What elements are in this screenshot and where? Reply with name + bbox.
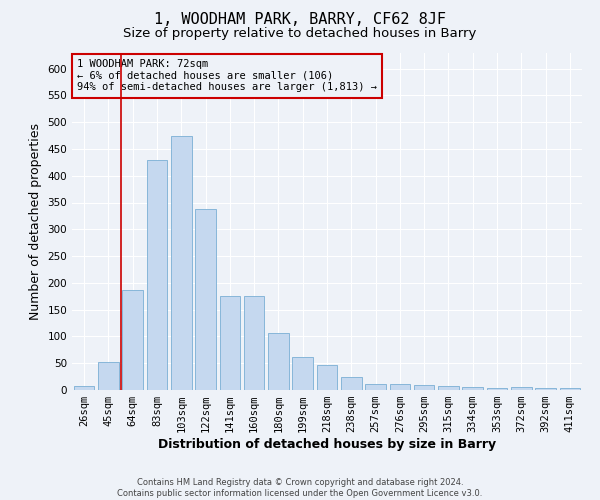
- Bar: [74, 386, 94, 390]
- Bar: [365, 384, 386, 390]
- Bar: [487, 388, 508, 390]
- Bar: [389, 384, 410, 390]
- Bar: [244, 296, 265, 390]
- Y-axis label: Number of detached properties: Number of detached properties: [29, 122, 42, 320]
- Text: 1, WOODHAM PARK, BARRY, CF62 8JF: 1, WOODHAM PARK, BARRY, CF62 8JF: [154, 12, 446, 28]
- Bar: [341, 376, 362, 390]
- Bar: [511, 388, 532, 390]
- Bar: [560, 388, 580, 390]
- Bar: [463, 388, 483, 390]
- Bar: [98, 362, 119, 390]
- Bar: [171, 136, 191, 390]
- Text: 1 WOODHAM PARK: 72sqm
← 6% of detached houses are smaller (106)
94% of semi-deta: 1 WOODHAM PARK: 72sqm ← 6% of detached h…: [77, 59, 377, 92]
- Bar: [414, 385, 434, 390]
- Bar: [317, 366, 337, 390]
- Bar: [535, 388, 556, 390]
- Bar: [146, 160, 167, 390]
- Text: Contains HM Land Registry data © Crown copyright and database right 2024.
Contai: Contains HM Land Registry data © Crown c…: [118, 478, 482, 498]
- Bar: [220, 296, 240, 390]
- Bar: [438, 386, 459, 390]
- Bar: [122, 290, 143, 390]
- Text: Size of property relative to detached houses in Barry: Size of property relative to detached ho…: [124, 28, 476, 40]
- Bar: [268, 332, 289, 390]
- Bar: [195, 210, 216, 390]
- X-axis label: Distribution of detached houses by size in Barry: Distribution of detached houses by size …: [158, 438, 496, 451]
- Bar: [292, 357, 313, 390]
